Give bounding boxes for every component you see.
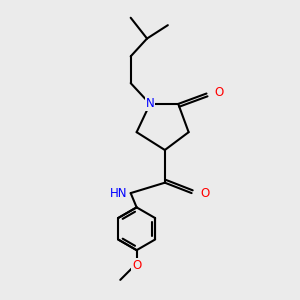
- Text: O: O: [132, 259, 141, 272]
- Text: N: N: [146, 98, 154, 110]
- Text: HN: HN: [110, 187, 128, 200]
- Text: O: O: [200, 187, 209, 200]
- Text: O: O: [215, 85, 224, 98]
